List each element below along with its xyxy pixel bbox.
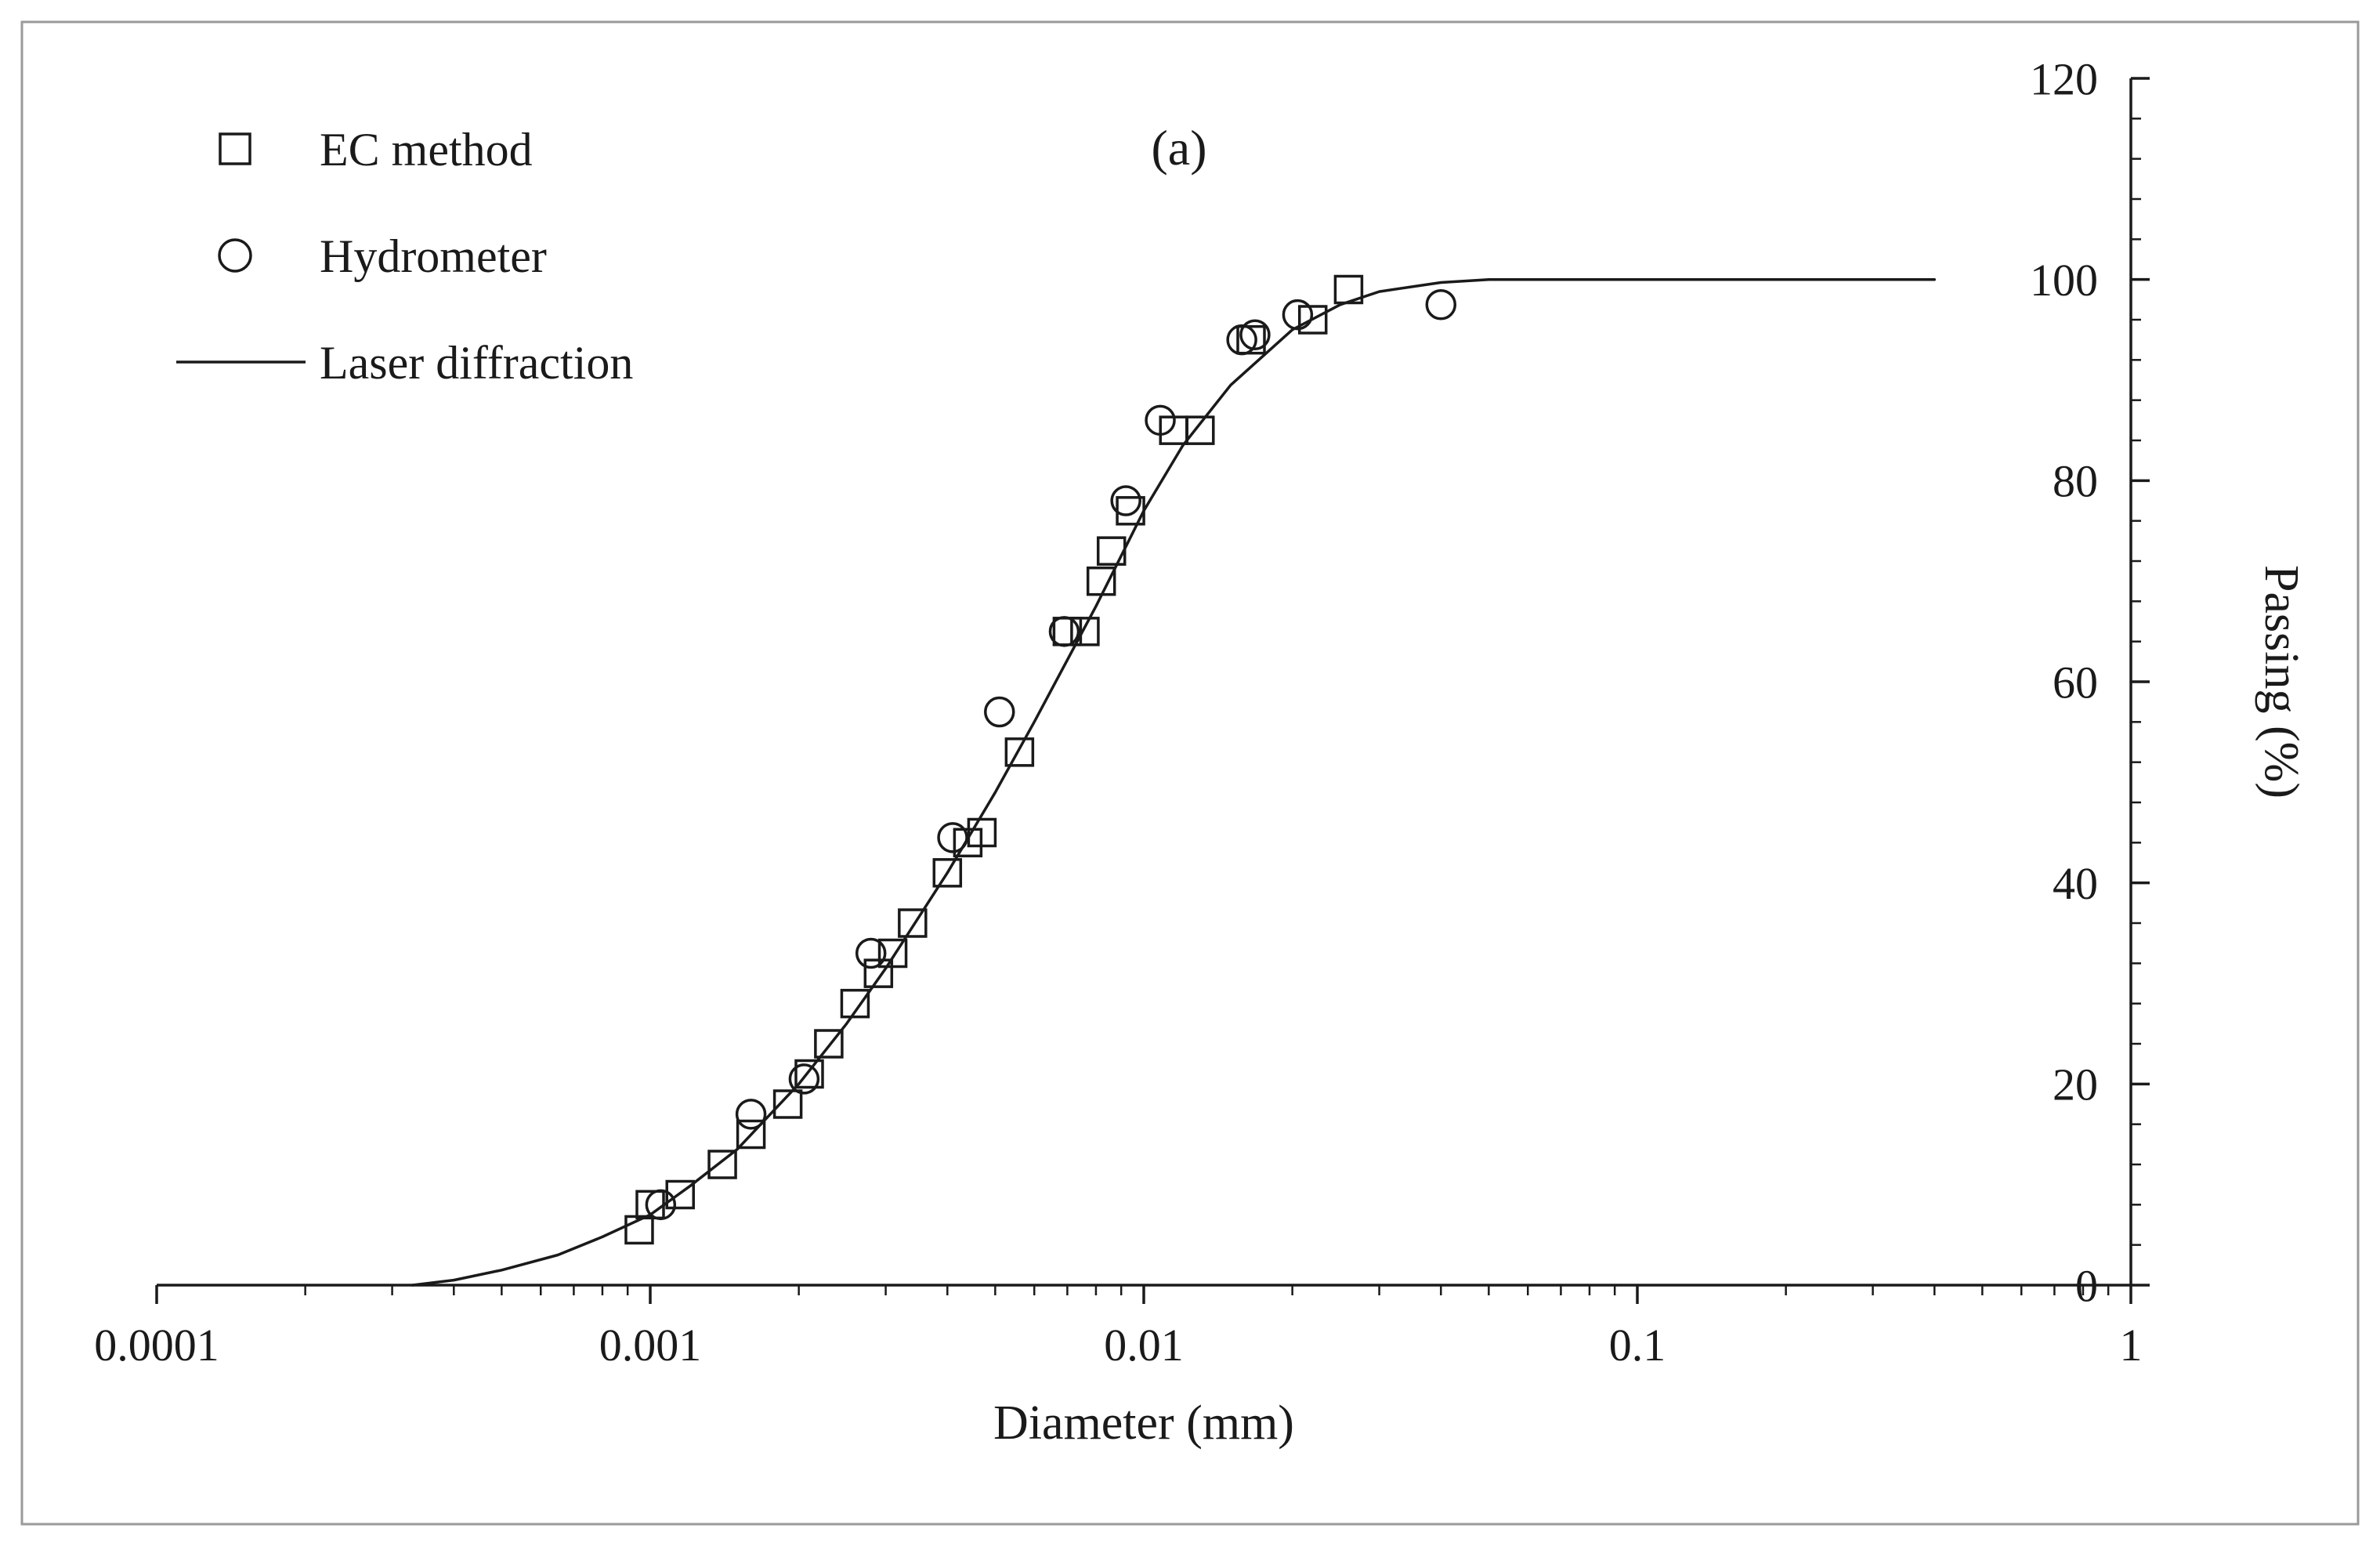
ec-method-point bbox=[932, 858, 963, 888]
series-hydrometer bbox=[645, 289, 1457, 1221]
hydrometer-point bbox=[855, 937, 887, 969]
hydrometer-point bbox=[1110, 485, 1141, 516]
hydrometer-point bbox=[1239, 319, 1271, 350]
legend-item-laser-diffraction: Laser diffraction bbox=[176, 337, 633, 389]
legend-item-hydrometer: Hydrometer bbox=[218, 230, 547, 282]
legend: EC method Hydrometer Laser diffraction bbox=[176, 124, 633, 389]
ec-method-point bbox=[624, 1215, 654, 1245]
ec-method-point bbox=[877, 938, 908, 969]
y-tick-label: 100 bbox=[2030, 255, 2098, 306]
hydrometer-point bbox=[735, 1099, 767, 1130]
y-tick-label: 0 bbox=[2075, 1260, 2098, 1311]
ec-method-point bbox=[772, 1089, 803, 1119]
ec-method-point bbox=[967, 817, 997, 848]
ec-method-point bbox=[1297, 305, 1328, 335]
ec-method-point bbox=[736, 1119, 766, 1150]
ec-method-point bbox=[898, 908, 928, 938]
y-tick-label: 120 bbox=[2030, 53, 2098, 104]
y-tick-label: 40 bbox=[2053, 858, 2098, 909]
hydrometer-point bbox=[1145, 404, 1176, 436]
hydrometer-point bbox=[1282, 299, 1314, 331]
hydrometer-point bbox=[1425, 289, 1457, 321]
x-axis-title: Diameter (mm) bbox=[993, 1396, 1294, 1450]
ec-method-point bbox=[1070, 617, 1100, 646]
legend-label: EC method bbox=[320, 124, 533, 176]
legend-circle-marker-icon bbox=[218, 238, 252, 273]
panel-annotation: (a) bbox=[1151, 120, 1206, 176]
y-tick-label: 60 bbox=[2053, 657, 2098, 708]
legend-item-ec-method: EC method bbox=[219, 124, 533, 176]
laser-diffraction-line bbox=[411, 277, 1937, 1287]
series-laser-diffraction bbox=[411, 277, 1937, 1287]
y-tick-label: 80 bbox=[2053, 456, 2098, 507]
hydrometer-point bbox=[984, 696, 1015, 728]
y-axis: 0 20 40 60 80 100 120 Passing (%) bbox=[2030, 53, 2308, 1311]
ec-method-point bbox=[814, 1029, 844, 1059]
x-tick-label: 0.0001 bbox=[94, 1320, 219, 1371]
x-tick-label: 0.001 bbox=[599, 1320, 702, 1371]
y-axis-title: Passing (%) bbox=[2255, 565, 2308, 799]
hydrometer-point bbox=[1048, 616, 1080, 647]
x-tick-label: 1 bbox=[2120, 1320, 2143, 1371]
legend-label: Laser diffraction bbox=[320, 337, 633, 389]
ec-method-point bbox=[840, 988, 870, 1019]
ec-method-point bbox=[794, 1059, 824, 1089]
ec-method-point bbox=[1236, 324, 1266, 355]
figure-border bbox=[20, 20, 2360, 1526]
hydrometer-point bbox=[645, 1189, 677, 1221]
ec-method-point bbox=[1004, 737, 1035, 767]
y-tick-label: 20 bbox=[2053, 1059, 2098, 1110]
ec-method-point bbox=[665, 1179, 695, 1210]
x-axis: 0.0001 0.001 0.01 0.1 1 Diameter (mm) bbox=[94, 1284, 2143, 1450]
legend-square-marker-icon bbox=[219, 132, 251, 165]
x-tick-label: 0.01 bbox=[1104, 1320, 1184, 1371]
ec-method-point bbox=[1185, 415, 1215, 445]
ec-method-point bbox=[707, 1150, 737, 1179]
legend-label: Hydrometer bbox=[320, 230, 547, 282]
hydrometer-point bbox=[1226, 324, 1257, 356]
x-tick-label: 0.1 bbox=[1609, 1320, 1666, 1371]
hydrometer-point bbox=[788, 1063, 820, 1095]
